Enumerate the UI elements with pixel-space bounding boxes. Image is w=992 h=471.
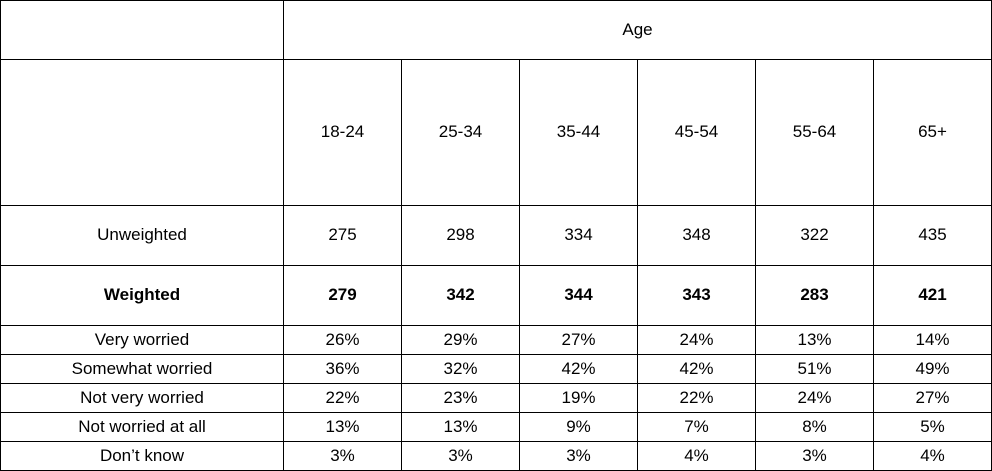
data-cell: 3% [284,441,402,471]
data-cell: 3% [520,441,638,471]
data-cell: 26% [284,325,402,355]
data-cell: 334 [520,205,638,266]
data-cell: 13% [284,412,402,442]
data-cell: 344 [520,265,638,326]
data-cell: 13% [402,412,520,442]
data-cell: 23% [402,383,520,413]
row-label: Unweighted [0,205,284,266]
row-label: Not worried at all [0,412,284,442]
data-cell: 435 [874,205,992,266]
data-cell: 51% [756,354,874,384]
group-header: Age [284,0,992,60]
row-label: Somewhat worried [0,354,284,384]
row-label: Weighted [0,265,284,326]
data-cell: 279 [284,265,402,326]
data-cell: 348 [638,205,756,266]
column-header: 45-54 [638,59,756,206]
data-cell: 283 [756,265,874,326]
column-header: 18-24 [284,59,402,206]
row-label: Don’t know [0,441,284,471]
data-cell: 3% [756,441,874,471]
data-cell: 29% [402,325,520,355]
data-cell: 22% [284,383,402,413]
data-cell: 24% [638,325,756,355]
data-cell: 5% [874,412,992,442]
data-cell: 4% [638,441,756,471]
column-header: 55-64 [756,59,874,206]
data-cell: 13% [756,325,874,355]
data-cell: 342 [402,265,520,326]
data-cell: 32% [402,354,520,384]
corner-cell [0,0,284,60]
data-cell: 343 [638,265,756,326]
data-cell: 421 [874,265,992,326]
column-header: 65+ [874,59,992,206]
data-cell: 8% [756,412,874,442]
data-cell: 27% [520,325,638,355]
data-cell: 24% [756,383,874,413]
data-cell: 22% [638,383,756,413]
column-header: 35-44 [520,59,638,206]
data-cell: 27% [874,383,992,413]
data-cell: 7% [638,412,756,442]
corner-cell [0,59,284,206]
row-label: Very worried [0,325,284,355]
data-cell: 19% [520,383,638,413]
data-cell: 14% [874,325,992,355]
row-label: Not very worried [0,383,284,413]
data-cell: 42% [638,354,756,384]
data-cell: 3% [402,441,520,471]
data-cell: 49% [874,354,992,384]
data-cell: 4% [874,441,992,471]
data-cell: 322 [756,205,874,266]
data-cell: 9% [520,412,638,442]
data-cell: 36% [284,354,402,384]
column-header: 25-34 [402,59,520,206]
data-cell: 298 [402,205,520,266]
data-cell: 275 [284,205,402,266]
data-cell: 42% [520,354,638,384]
